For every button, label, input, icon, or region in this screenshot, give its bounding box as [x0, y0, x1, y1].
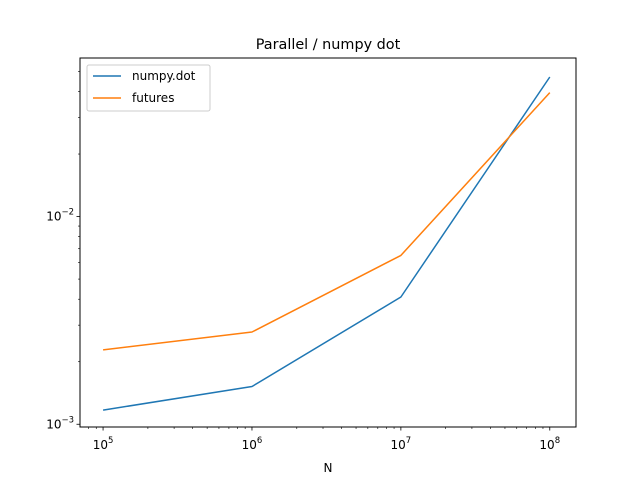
- x-axis-label: N: [324, 461, 333, 475]
- series-line-futures: [103, 92, 551, 351]
- ticks-layer: 105 106 107 108 10−3 10−2: [46, 71, 560, 452]
- plot-frame: [79, 57, 577, 428]
- legend: numpy.dot futures: [86, 64, 211, 112]
- y-tick-label: 10−3: [46, 415, 74, 431]
- series-layer: [102, 76, 551, 411]
- legend-label: futures: [132, 91, 174, 105]
- x-tick-label: 108: [539, 436, 560, 452]
- y-tick-label: 10−2: [46, 208, 74, 224]
- x-tick-label: 107: [391, 436, 412, 452]
- legend-label: numpy.dot: [132, 69, 196, 83]
- x-tick-label: 106: [242, 436, 263, 452]
- series-line-numpy.dot: [102, 76, 551, 411]
- x-tick-label: 105: [93, 436, 114, 452]
- chart-title: Parallel / numpy dot: [256, 37, 401, 53]
